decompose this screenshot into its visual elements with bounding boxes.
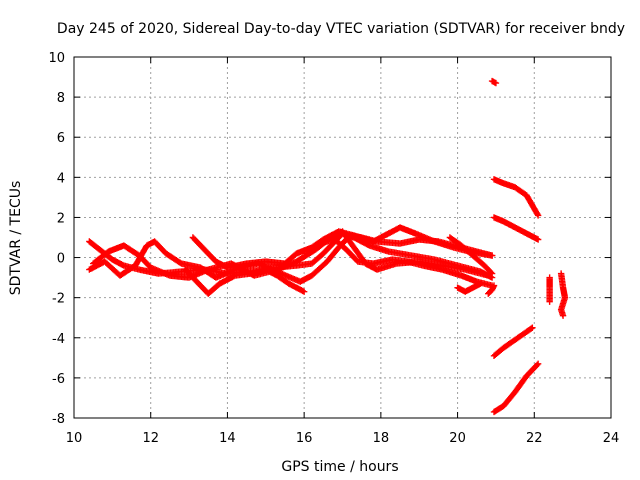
series-late-2 xyxy=(557,270,569,319)
x-axis-ticks: 10 12 14 16 18 20 22 24 xyxy=(66,57,620,446)
y-tick-label: -4 xyxy=(52,332,65,347)
data-point-markers xyxy=(446,234,496,277)
data-point-markers xyxy=(454,280,484,295)
x-tick-label: 10 xyxy=(66,431,83,446)
series-late-1 xyxy=(546,274,553,305)
series-track-8 xyxy=(454,280,484,295)
series-arc-lower-1 xyxy=(490,324,536,360)
y-tick-label: 8 xyxy=(57,91,65,106)
data-point-markers xyxy=(490,176,542,219)
data-point-markers xyxy=(546,274,553,305)
plot-frame xyxy=(73,56,612,419)
x-tick-label: 20 xyxy=(449,431,466,446)
data-point-markers xyxy=(488,77,500,87)
data-point-markers xyxy=(490,324,536,360)
data-point-markers xyxy=(490,214,542,243)
x-tick-label: 22 xyxy=(526,431,543,446)
y-tick-label: 0 xyxy=(57,252,65,267)
data-point-markers xyxy=(182,266,308,297)
data-point-markers xyxy=(490,360,542,416)
series-arc-upper-1 xyxy=(490,176,542,219)
y-tick-label: -2 xyxy=(52,292,65,307)
series-track-5 xyxy=(182,266,308,297)
series-arc-lower-2 xyxy=(490,360,542,416)
series-track-7 xyxy=(446,234,496,277)
y-tick-label: 2 xyxy=(57,211,65,226)
series-track-6 xyxy=(316,236,496,289)
x-tick-label: 16 xyxy=(296,431,313,446)
y-tick-label: 4 xyxy=(57,171,65,186)
y-tick-label: 10 xyxy=(48,51,65,66)
y-axis-ticks: -8 -6 -4 -2 0 2 4 6 8 10 xyxy=(48,51,611,427)
data-marks xyxy=(86,77,569,416)
x-tick-label: 18 xyxy=(373,431,390,446)
series-arc-upper-2 xyxy=(490,214,542,243)
x-axis-label: GPS time / hours xyxy=(281,459,398,475)
series-outlier xyxy=(488,77,500,87)
y-tick-label: -8 xyxy=(52,412,65,427)
chart-title: Day 245 of 2020, Sidereal Day-to-day VTE… xyxy=(57,21,625,37)
y-axis-label: SDTVAR / TECUs xyxy=(8,181,24,296)
y-tick-label: -6 xyxy=(52,372,65,387)
data-point-markers xyxy=(557,270,569,319)
y-tick-label: 6 xyxy=(57,131,65,146)
data-point-markers xyxy=(316,236,496,289)
x-tick-label: 14 xyxy=(219,431,236,446)
series-track-9 xyxy=(485,282,498,297)
x-tick-label: 12 xyxy=(142,431,159,446)
data-point-markers xyxy=(485,282,498,297)
x-tick-label: 24 xyxy=(603,431,620,446)
